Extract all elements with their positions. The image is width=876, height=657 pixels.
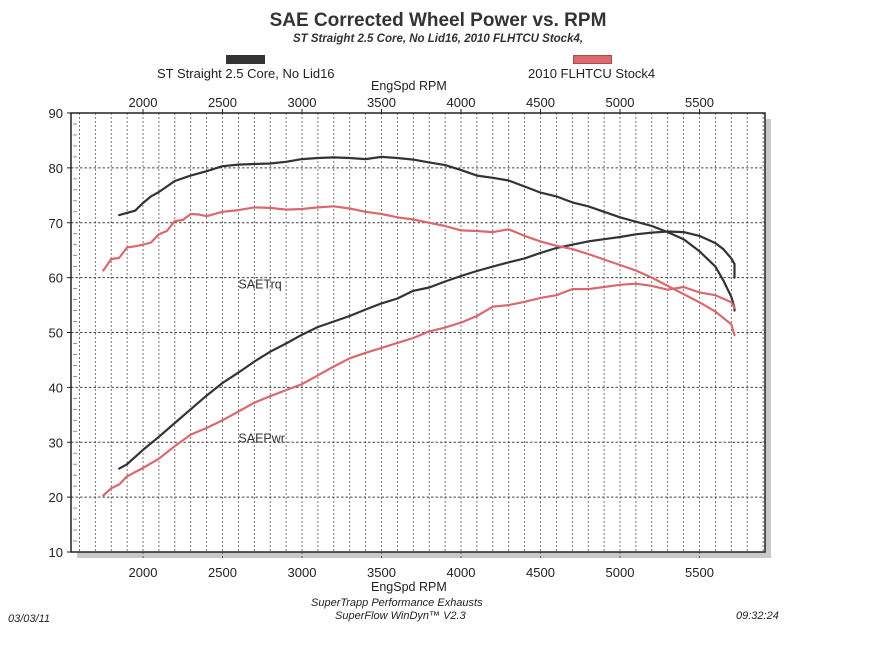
footer-software: SuperFlow WinDyn™ V2.3 xyxy=(335,610,466,622)
series-line-1 xyxy=(118,230,736,470)
x-tick-label-bottom: 3500 xyxy=(367,565,396,580)
footer-date: 03/03/11 xyxy=(8,613,51,625)
x-tick-label-top: 2000 xyxy=(129,95,158,110)
x-tick-label-bottom: 3000 xyxy=(288,565,317,580)
legend-swatch-st-straight xyxy=(226,55,265,64)
series-line-3 xyxy=(102,282,736,497)
minor-y-ticks xyxy=(73,123,77,542)
y-tick-label: 90 xyxy=(49,106,63,121)
legend-label-st-straight: ST Straight 2.5 Core, No Lid16 xyxy=(157,66,335,81)
curve-label-saepwr: SAEPwr xyxy=(238,431,285,445)
x-tick-label-top: 5000 xyxy=(606,95,635,110)
x-tick-label-bottom: 2000 xyxy=(129,565,158,580)
x-tick-label-top: 4000 xyxy=(447,95,476,110)
y-tick-label: 70 xyxy=(49,216,63,231)
x-tick-label-bottom: 5500 xyxy=(685,565,714,580)
x-tick-label-bottom: 4500 xyxy=(526,565,555,580)
y-tick-label: 60 xyxy=(49,271,63,286)
x-tick-label-top: 4500 xyxy=(526,95,555,110)
x-tick-label-top: 5500 xyxy=(685,95,714,110)
y-tick-label: 30 xyxy=(49,435,63,450)
curve-label-saetrq: SAETrq xyxy=(238,278,281,292)
y-axis: 10 20 30 40 50 60 70 80 90 xyxy=(49,106,71,560)
legend-swatch-flhtcu xyxy=(573,55,612,64)
x-axis-label-bottom: EngSpd RPM xyxy=(371,580,447,594)
footer-time: 09:32:24 xyxy=(736,610,779,622)
x-tick-label-top: 2500 xyxy=(208,95,237,110)
x-axis: 2000 2000 2500 2500 3000 3000 3500 3500 4000 4000… xyxy=(129,95,714,580)
footer-company: SuperTrapp Performance Exhausts xyxy=(311,597,483,609)
legend-label-flhtcu: 2010 FLHTCU Stock4 xyxy=(528,66,656,81)
chart-subtitle: ST Straight 2.5 Core, No Lid16, 2010 FLH… xyxy=(292,33,584,45)
series-line-2 xyxy=(102,205,736,337)
y-tick-label: 80 xyxy=(49,161,63,176)
x-tick-label-bottom: 5000 xyxy=(606,565,635,580)
x-tick-label-top: 3000 xyxy=(288,95,317,110)
x-tick-label-top: 3500 xyxy=(367,95,396,110)
horizontal-gridlines xyxy=(71,167,765,498)
x-tick-label-bottom: 4000 xyxy=(447,565,476,580)
x-axis-label-top: EngSpd RPM xyxy=(371,79,447,93)
y-tick-label: 40 xyxy=(49,380,63,395)
series-group xyxy=(102,155,736,497)
y-tick-label: 10 xyxy=(49,545,63,560)
y-tick-label: 20 xyxy=(49,490,63,505)
chart-title: SAE Corrected Wheel Power vs. RPM xyxy=(269,10,607,31)
y-tick-label: 50 xyxy=(49,326,63,341)
x-tick-label-bottom: 2500 xyxy=(208,565,237,580)
